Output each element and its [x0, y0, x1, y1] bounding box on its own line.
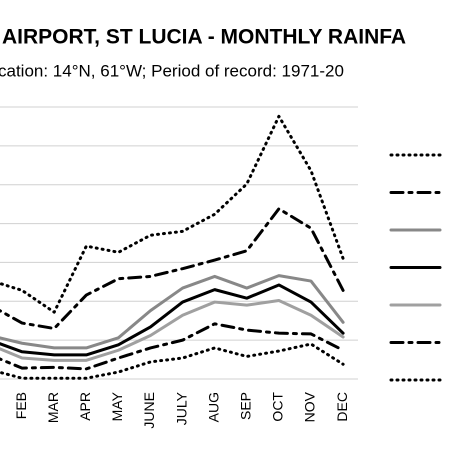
x-tick-label: FEB — [13, 392, 29, 419]
x-tick-label: AUG — [205, 392, 221, 422]
x-tick-label: MAY — [109, 391, 125, 421]
series-line — [0, 342, 345, 380]
x-tick-label: OCT — [270, 392, 286, 422]
series-line — [0, 207, 345, 330]
series-line — [0, 274, 345, 350]
chart-title: AIRPORT, ST LUCIA - MONTHLY RAINFA — [2, 26, 406, 49]
x-tick-label: SEP — [238, 392, 254, 420]
series-line — [0, 114, 345, 314]
chart-subtitle: cation: 14°N, 61°W; Period of record: 19… — [0, 61, 344, 80]
x-tick-label: MAR — [45, 392, 61, 423]
x-tick-label: JUNE — [141, 392, 157, 429]
x-tick-label: NOV — [302, 391, 318, 422]
x-tick-label: DEC — [334, 392, 350, 422]
x-tick-label: APR — [77, 392, 93, 421]
series-line — [0, 283, 345, 357]
series-line — [0, 299, 345, 362]
series-line — [0, 322, 345, 371]
x-tick-label: JULY — [173, 391, 189, 425]
